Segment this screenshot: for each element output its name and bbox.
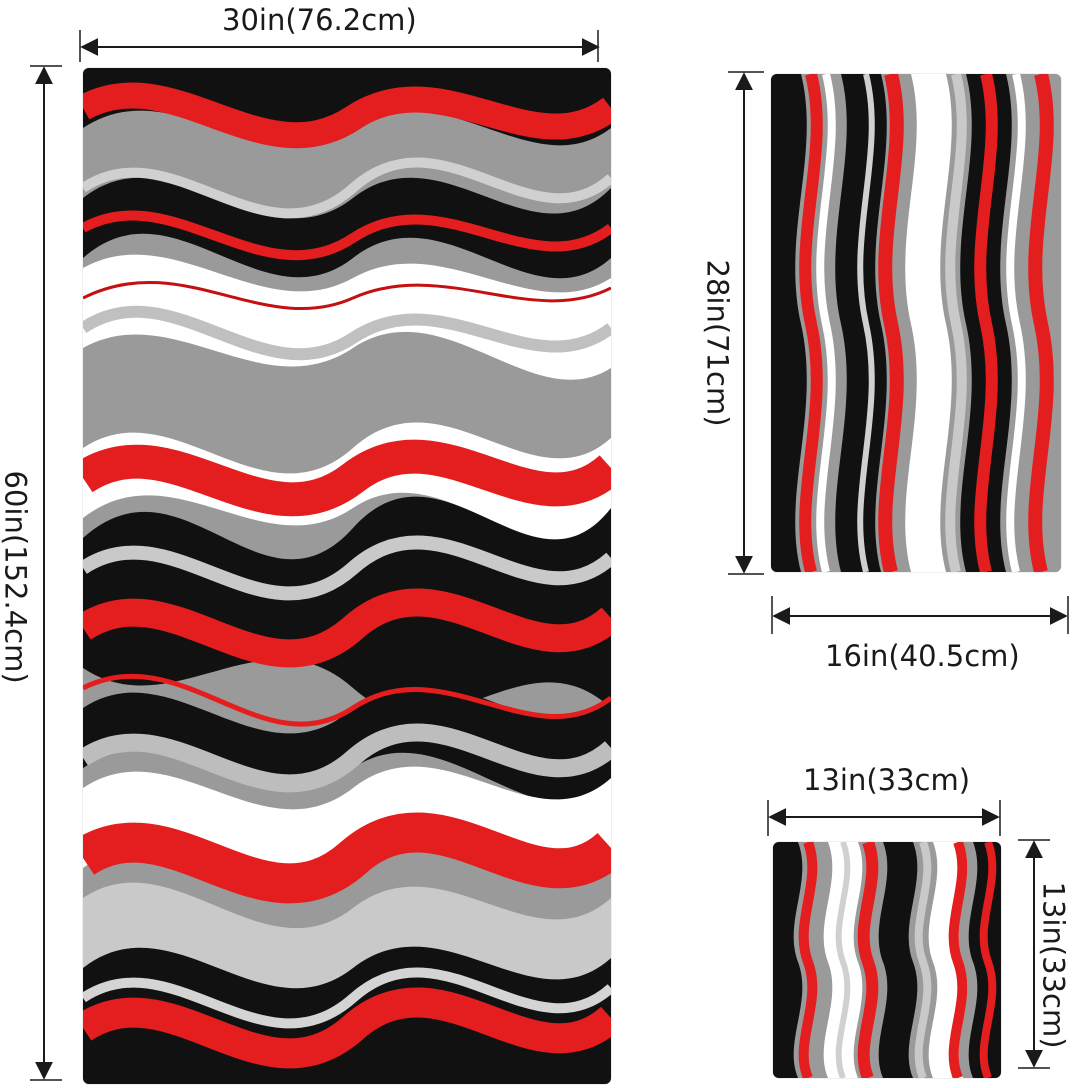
hand-towel (771, 74, 1061, 572)
bath-width-label: 30in(76.2cm) (222, 3, 417, 37)
bath-towel (83, 68, 611, 1084)
wash-height-label: 13in(33cm) (1036, 881, 1071, 1049)
hand-towel-pattern (771, 74, 1061, 572)
bath-height-label: 60in(152.4cm) (0, 470, 33, 684)
bath-towel-pattern (83, 68, 611, 1084)
hand-width-label: 16in(40.5cm) (825, 639, 1020, 673)
hand-height-label: 28in(71cm) (700, 259, 735, 427)
wash-cloth-pattern (773, 842, 1001, 1078)
wash-cloth (773, 842, 1001, 1078)
wash-width-label: 13in(33cm) (803, 763, 971, 797)
